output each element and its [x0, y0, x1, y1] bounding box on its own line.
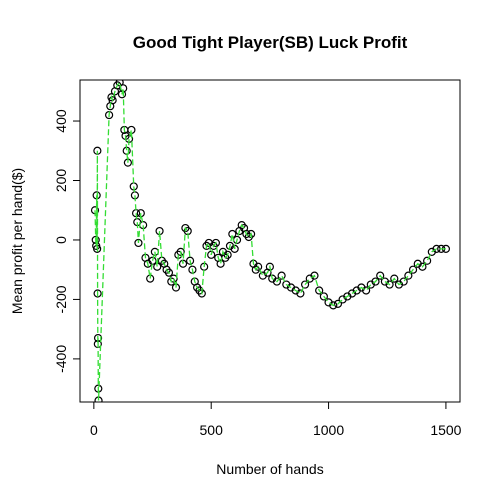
x-tick-label: 0	[90, 422, 98, 438]
point	[93, 289, 102, 298]
point	[300, 280, 310, 289]
point	[265, 262, 274, 271]
plot-box	[79, 79, 461, 403]
point	[385, 280, 394, 289]
point	[408, 265, 418, 274]
point	[329, 301, 338, 310]
point	[277, 271, 286, 280]
point	[254, 262, 263, 271]
plot-area	[90, 80, 451, 402]
point	[188, 265, 197, 274]
point	[418, 262, 427, 271]
point	[115, 80, 124, 87]
point	[423, 256, 432, 265]
chart-title: Good Tight Player(SB) Luck Profit	[133, 33, 408, 52]
point	[371, 277, 380, 286]
point	[185, 256, 195, 265]
point	[176, 247, 185, 256]
point	[399, 277, 408, 286]
y-tick-label: 400	[53, 109, 69, 133]
y-tick-label: -400	[53, 345, 69, 373]
point	[117, 90, 127, 99]
point	[319, 292, 328, 301]
point	[404, 271, 413, 280]
point	[178, 259, 188, 268]
point	[390, 274, 399, 283]
point	[164, 268, 174, 277]
point	[315, 286, 324, 295]
point	[216, 259, 225, 268]
line	[94, 80, 446, 401]
x-axis-label: Number of hands	[216, 461, 323, 477]
x-tick-label: 1500	[430, 422, 461, 438]
point	[310, 271, 319, 280]
point	[134, 238, 143, 248]
point	[207, 250, 216, 259]
point	[376, 271, 385, 280]
y-tick-label: 0	[53, 236, 69, 244]
point	[362, 286, 371, 295]
y-tick-label: -200	[53, 285, 69, 313]
x-tick-label: 500	[200, 422, 224, 438]
point	[333, 299, 343, 308]
y-tick-label: 200	[53, 169, 69, 193]
x-tick-label: 1000	[313, 422, 344, 438]
point	[211, 238, 220, 248]
point	[108, 96, 117, 105]
y-axis-label: Mean profit per hand($)	[9, 168, 25, 314]
point	[296, 289, 305, 298]
point	[272, 277, 282, 286]
